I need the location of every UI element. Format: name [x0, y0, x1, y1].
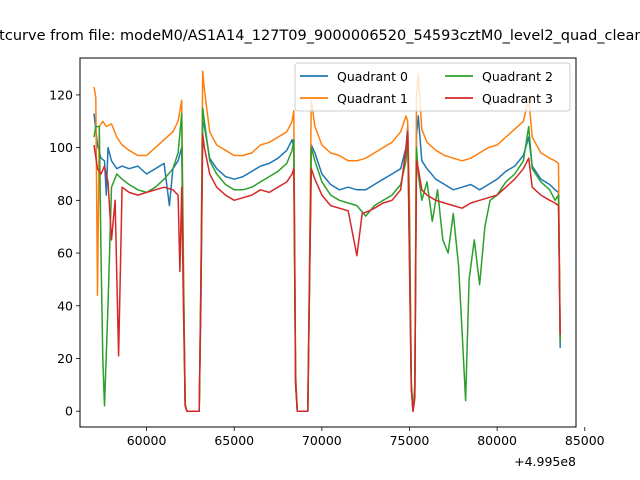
y-axis: 0 20 40 60 80 100 120	[49, 87, 80, 419]
y-tick-label: 80	[57, 193, 73, 208]
series-line-quadrant-3	[93, 131, 561, 412]
legend-frame	[294, 62, 571, 112]
x-tick-label: 60000	[127, 433, 167, 448]
x-axis-offset-label: +4.995e8	[514, 454, 576, 469]
legend: Quadrant 0 Quadrant 1 Quadrant 2 Quadrant 3	[294, 62, 571, 112]
y-tick-label: 40	[57, 298, 73, 313]
plot-lines	[93, 70, 561, 412]
y-tick-label: 100	[49, 140, 73, 155]
y-tick-label: 20	[57, 351, 73, 366]
y-tick-label: 120	[49, 87, 73, 102]
y-tick-label: 60	[57, 246, 73, 261]
x-tick-label: 85000	[565, 433, 605, 448]
chart-title: Lightcurve from file: modeM0/AS1A14_127T…	[0, 28, 640, 44]
x-tick-label: 65000	[214, 433, 254, 448]
x-axis: 60000 65000 70000 75000 80000 85000	[127, 427, 605, 448]
y-tick-label: 0	[65, 404, 73, 419]
series-line-quadrant-0	[93, 113, 561, 412]
x-tick-label: 75000	[390, 433, 430, 448]
series-line-quadrant-1	[93, 70, 561, 412]
legend-label-quadrant-3: Quadrant 3	[482, 91, 553, 106]
legend-label-quadrant-1: Quadrant 1	[337, 91, 408, 106]
x-tick-label: 80000	[477, 433, 517, 448]
legend-label-quadrant-0: Quadrant 0	[337, 69, 408, 84]
legend-label-quadrant-2: Quadrant 2	[482, 69, 553, 84]
x-tick-label: 70000	[302, 433, 342, 448]
axes-frame	[79, 57, 577, 428]
series-line-quadrant-2	[93, 107, 561, 412]
